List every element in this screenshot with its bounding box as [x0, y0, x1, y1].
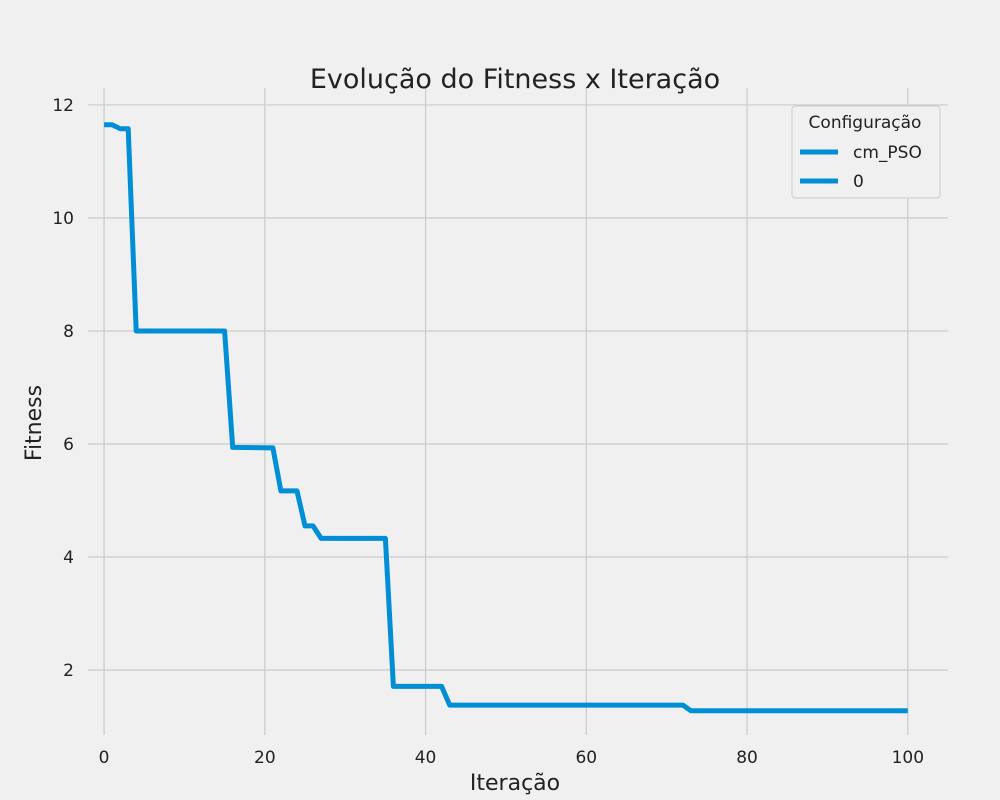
legend-title: Configuração — [809, 113, 922, 133]
x-tick-label-0: 0 — [99, 748, 110, 768]
y-tick-label-0: 2 — [63, 661, 74, 681]
legend-box — [791, 105, 941, 199]
y-tick-label-1: 4 — [63, 548, 74, 568]
y-tick-label-3: 8 — [63, 322, 74, 342]
x-tick-label-4: 80 — [736, 748, 758, 768]
y-tick-label-5: 12 — [52, 96, 74, 116]
x-tick-label-2: 40 — [415, 748, 437, 768]
legend-label-0: cm_PSO — [853, 143, 922, 163]
tick-labels: 0 20 40 60 80 100 2 4 6 8 10 12 — [52, 96, 924, 768]
legend-label-1: 0 — [853, 172, 864, 192]
x-tick-label-3: 60 — [575, 748, 597, 768]
chart-title: Evolução do Fitness x Iteração — [310, 64, 720, 95]
series-line-0 — [104, 122, 908, 714]
x-tick-label-1: 20 — [254, 748, 276, 768]
y-tick-label-2: 6 — [63, 435, 74, 455]
x-tick-label-5: 100 — [892, 748, 924, 768]
y-tick-label-4: 10 — [52, 209, 74, 229]
x-axis-label: Iteração — [470, 771, 560, 796]
series-group — [104, 122, 908, 714]
legend: Configuração cm_PSO 0 — [791, 105, 941, 199]
y-axis-label: Fitness — [22, 385, 47, 461]
